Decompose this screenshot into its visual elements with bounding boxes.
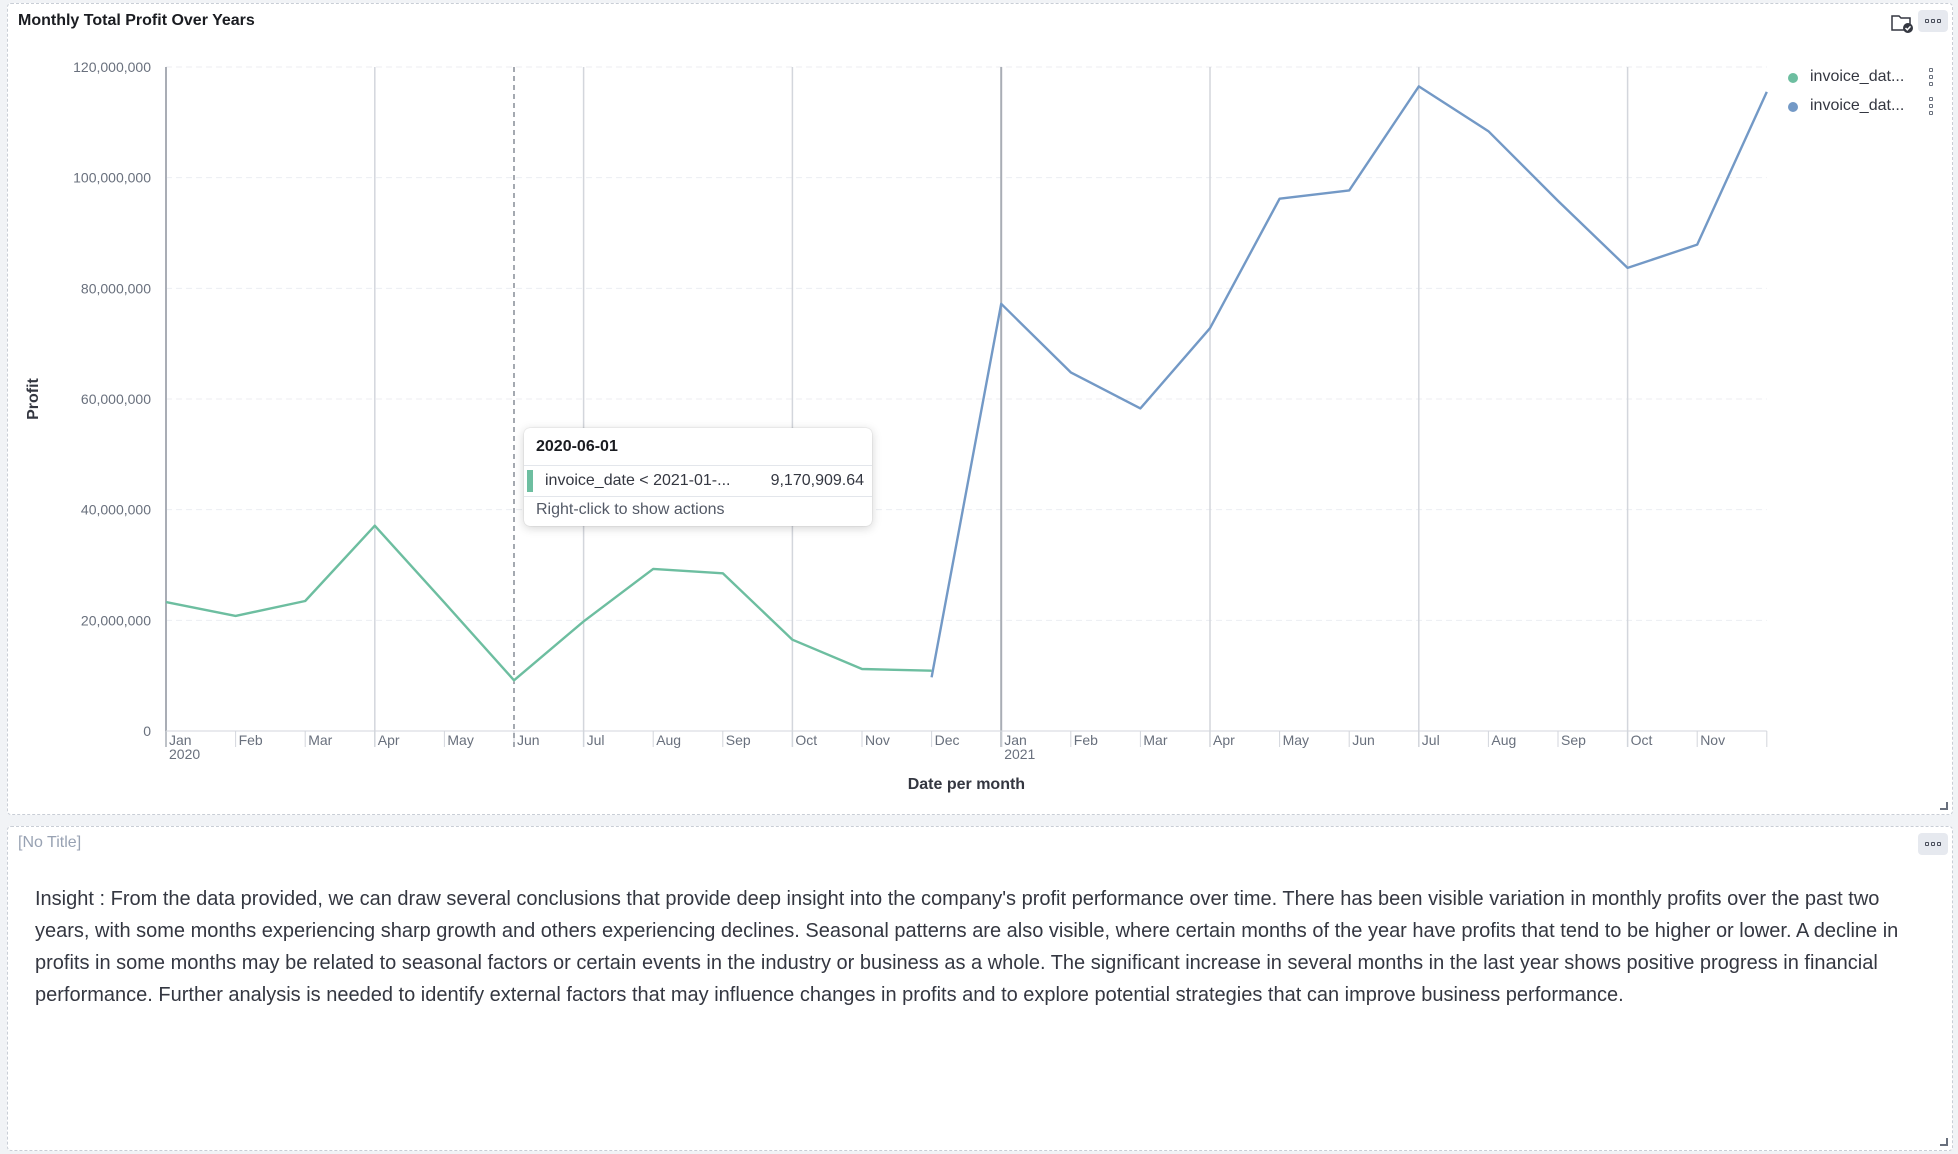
tooltip-date: 2020-06-01: [536, 438, 618, 455]
x-tick-label: Mar: [1143, 732, 1167, 748]
legend-label: invoice_dat...: [1810, 68, 1905, 85]
panel-title: [No Title]: [18, 834, 82, 851]
x-tick-label: Dec: [935, 732, 960, 748]
resize-handle[interactable]: [1940, 1138, 1948, 1146]
y-tick-label: 20,000,000: [81, 612, 151, 628]
x-tick-label: Nov: [1700, 732, 1725, 748]
legend-item[interactable]: invoice_dat...: [1780, 64, 1940, 93]
x-tick-label: Sep: [1561, 732, 1586, 748]
text-panel: [No Title] Insight : From the data provi…: [7, 826, 1953, 1151]
x-tick-label: Jun: [1352, 732, 1375, 748]
legend: invoice_dat... invoice_dat...: [1780, 64, 1940, 122]
folder-check-icon[interactable]: [1890, 12, 1914, 34]
resize-handle[interactable]: [1940, 802, 1948, 810]
x-tick-label: Aug: [1491, 732, 1516, 748]
x-tick-label: Oct: [1631, 732, 1653, 748]
vertical-dots-icon[interactable]: [1928, 97, 1934, 115]
x-tick-label: Jun: [517, 732, 540, 748]
y-tick-label: 120,000,000: [73, 59, 151, 75]
x-tick-label: Jul: [1422, 732, 1440, 748]
tooltip-label: invoice_date < 2021-01-...: [545, 472, 731, 489]
tooltip-hint: Right-click to show actions: [536, 501, 725, 518]
x-tick-label: Feb: [1074, 732, 1098, 748]
x-tick-label: Nov: [865, 732, 890, 748]
x-tick-label: Jul: [587, 732, 605, 748]
legend-label: invoice_dat...: [1810, 97, 1905, 114]
x-year-label: 2021: [1004, 746, 1035, 762]
y-tick-label: 40,000,000: [81, 502, 151, 518]
y-tick-label: 60,000,000: [81, 391, 151, 407]
x-tick-label: May: [447, 732, 473, 748]
x-year-label: 2020: [169, 746, 200, 762]
vertical-dots-icon[interactable]: [1928, 68, 1934, 86]
series-line: [165, 524, 932, 682]
x-tick-label: Mar: [308, 732, 332, 748]
chart-tooltip: 2020-06-01 invoice_date < 2021-01-... 9,…: [524, 428, 872, 526]
tooltip-row: invoice_date < 2021-01-... 9,170,909.64: [524, 465, 872, 497]
x-tick-label: Sep: [726, 732, 751, 748]
x-tick-label: Feb: [239, 732, 263, 748]
more-options-icon[interactable]: [1918, 10, 1948, 32]
chart-panel: Monthly Total Profit Over Years 0 20,000,…: [7, 3, 1953, 815]
x-tick-label: Aug: [656, 732, 681, 748]
tooltip-value: 9,170,909.64: [770, 472, 864, 489]
insight-text: Insight : From the data provided, we can…: [35, 888, 1899, 1006]
line-chart[interactable]: 0 20,000,000 40,000,000 60,000,000 80,000,00…: [8, 4, 1954, 816]
y-tick-label: 0: [143, 723, 151, 739]
tooltip-swatch: [527, 470, 533, 492]
x-tick-label: Apr: [378, 732, 400, 748]
y-tick-label: 80,000,000: [81, 280, 151, 296]
series-line: [930, 85, 1768, 678]
legend-swatch: [1788, 73, 1798, 83]
more-options-icon[interactable]: [1918, 833, 1948, 855]
panel-title: Monthly Total Profit Over Years: [18, 12, 255, 29]
x-tick-label: Jan: [1004, 732, 1027, 748]
x-axis-title: Date per month: [908, 776, 1025, 793]
x-tick-label: Apr: [1213, 732, 1235, 748]
legend-item[interactable]: invoice_dat...: [1780, 93, 1940, 122]
y-axis-title: Profit: [25, 377, 42, 419]
x-tick-label: May: [1283, 732, 1309, 748]
legend-swatch: [1788, 102, 1798, 112]
x-tick-label: Jan: [169, 732, 192, 748]
y-tick-label: 100,000,000: [73, 170, 151, 186]
x-tick-label: Oct: [795, 732, 817, 748]
